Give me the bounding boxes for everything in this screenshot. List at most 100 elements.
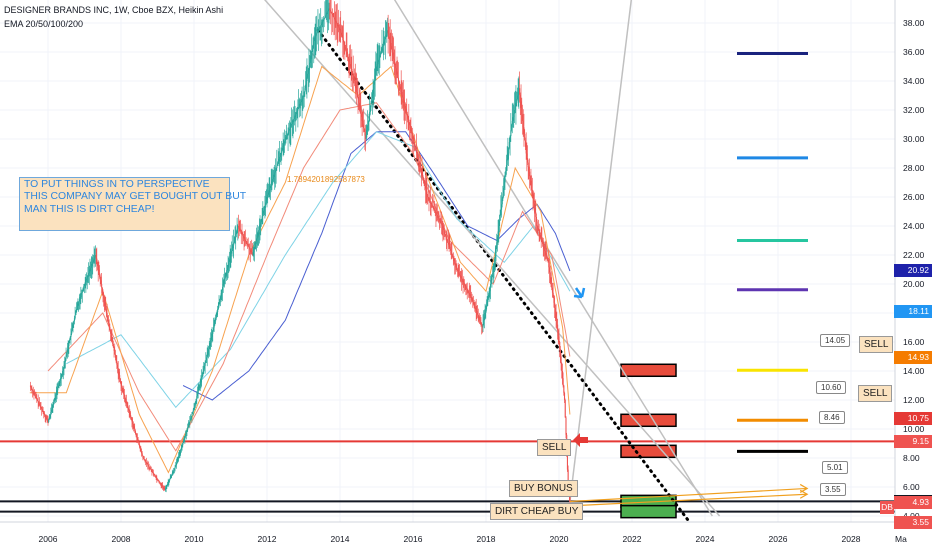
candle-body	[141, 453, 143, 456]
candle-body	[219, 299, 221, 303]
candle-body	[34, 393, 36, 396]
candle-body	[472, 300, 474, 303]
candle-body	[431, 205, 434, 207]
candle-body	[69, 336, 71, 340]
candle-body	[378, 57, 380, 60]
candle-body	[425, 185, 427, 189]
candle-body	[538, 230, 540, 233]
candle-body	[73, 318, 76, 322]
candle-body	[494, 258, 496, 265]
candle-body	[181, 445, 183, 448]
candle-body	[501, 198, 503, 205]
candle-body	[280, 152, 282, 155]
sell-label-lower[interactable]: SELL	[858, 385, 893, 402]
candle-body	[256, 235, 258, 239]
candle-body	[276, 165, 278, 168]
candle-body	[439, 220, 441, 222]
candle-body	[259, 224, 261, 228]
candle-body	[460, 276, 462, 278]
callout-3-55[interactable]: 3.55	[820, 483, 846, 496]
candle-body	[359, 106, 361, 110]
candle-body	[203, 368, 205, 372]
candle-body	[558, 336, 560, 342]
candle-body	[451, 252, 453, 255]
buy-bonus-label[interactable]: BUY BONUS	[509, 480, 578, 497]
callout-5-01[interactable]: 5.01	[822, 461, 848, 474]
candle-body	[489, 287, 491, 292]
candle-body	[415, 150, 418, 153]
candle-body	[29, 385, 32, 387]
candle-body	[258, 230, 260, 233]
perspective-note[interactable]: TO PUT THINGS IN TO PERSPECTIVE THIS COM…	[19, 177, 246, 231]
candle-body	[130, 417, 132, 420]
candle-body	[498, 226, 500, 232]
candle-body	[46, 418, 48, 421]
candle-body	[330, 11, 332, 13]
candle-body	[526, 153, 528, 159]
candle-body	[249, 248, 251, 250]
candle-body	[58, 383, 60, 386]
candle-body	[203, 365, 206, 369]
candle-body	[80, 294, 82, 298]
candle-body	[288, 128, 291, 131]
candle-body	[141, 451, 143, 454]
candle-body	[342, 37, 344, 40]
candle-body	[279, 156, 281, 160]
candle-body	[475, 307, 477, 310]
callout-8-46[interactable]: 8.46	[819, 411, 845, 424]
candle-body	[153, 473, 155, 475]
candle-body	[277, 161, 279, 164]
candle-body	[225, 272, 227, 276]
candle-body	[270, 183, 272, 186]
candle-body	[84, 284, 86, 287]
candle-body	[337, 24, 339, 27]
candle-body	[76, 308, 78, 312]
candle-body	[475, 309, 477, 312]
candle-body	[534, 207, 536, 213]
callout-10-60[interactable]: 10.60	[816, 381, 847, 394]
candle-body	[47, 420, 49, 422]
candle-body	[323, 18, 325, 20]
candle-body	[338, 26, 340, 28]
sell-label-main[interactable]: SELL	[537, 439, 572, 456]
candle-body	[284, 141, 286, 144]
candle-body	[111, 337, 113, 341]
indicator-label[interactable]: EMA 20/50/100/200	[4, 19, 84, 29]
candle-body	[125, 401, 128, 404]
candle-body	[183, 438, 185, 441]
candle-body	[37, 400, 39, 403]
candle-body	[199, 382, 201, 386]
projection-arrowhead	[799, 489, 809, 499]
candle-body	[117, 364, 119, 369]
candle-body	[180, 449, 182, 452]
x-tick-label: 2016	[404, 534, 423, 544]
candle-body	[253, 246, 256, 250]
candle-body	[532, 194, 534, 199]
candle-body	[211, 333, 213, 337]
candle-body	[408, 119, 410, 123]
candle-body	[194, 401, 196, 405]
candle-body	[342, 39, 345, 43]
candle-body	[184, 436, 186, 439]
time-axis[interactable]: 2006 2008 2010 2012 2014 2016 2018 2020 2022 2024…	[0, 521, 932, 550]
candle-body	[527, 158, 529, 163]
dirt-cheap-buy-label[interactable]: DIRT CHEAP BUY	[490, 503, 584, 520]
candle-body	[530, 180, 532, 186]
candle-body	[54, 397, 56, 400]
candle-body	[509, 136, 511, 142]
candle-body	[529, 176, 531, 181]
candle-body	[495, 247, 497, 254]
callout-14-05[interactable]: 14.05	[820, 334, 851, 347]
candle-body	[307, 73, 309, 78]
candle-body	[327, 9, 329, 12]
candle-body	[238, 227, 240, 229]
candle-body	[561, 363, 563, 371]
candle-body	[550, 277, 552, 283]
candle-body	[365, 135, 367, 139]
candle-body	[279, 154, 281, 157]
candle-body	[344, 44, 346, 48]
candle-body	[86, 278, 88, 281]
candle-body	[517, 91, 519, 96]
sell-label-upper[interactable]: SELL	[859, 336, 894, 353]
